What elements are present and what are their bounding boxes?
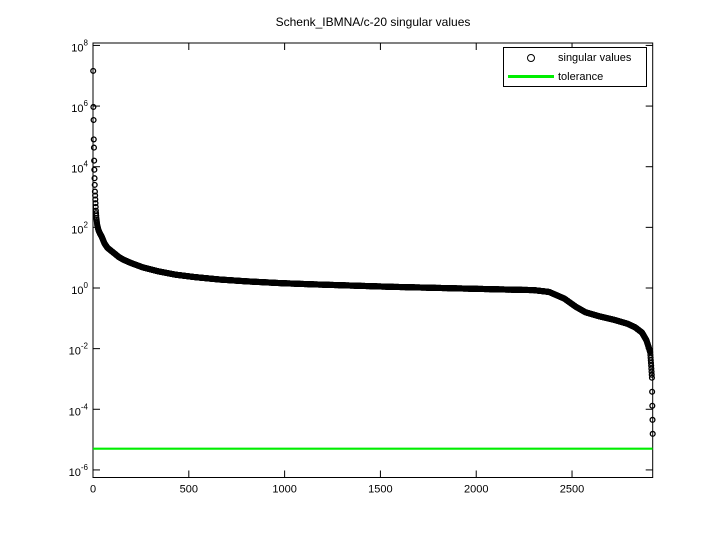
- legend-entry-singular-values: singular values: [504, 48, 646, 67]
- x-tick-label: 1500: [368, 484, 392, 496]
- y-tick-label: 10-2: [69, 342, 89, 358]
- x-axis: 0 500 1000 1500 2000 2500: [90, 43, 584, 496]
- y-tick-label: 108: [71, 38, 88, 54]
- x-tick-label: 2000: [464, 484, 488, 496]
- legend-entry-tolerance: tolerance: [504, 67, 646, 86]
- x-tick-label: 500: [180, 484, 198, 496]
- y-tick-label: 102: [71, 220, 88, 236]
- y-tick-label: 100: [71, 281, 88, 297]
- tolerance-line-icon: [508, 75, 554, 78]
- y-tick-label: 10-4: [69, 402, 89, 418]
- x-tick-label: 1000: [272, 484, 296, 496]
- y-tick-label: 104: [71, 160, 88, 176]
- y-tick-label: 106: [71, 99, 88, 115]
- x-tick-label: 2500: [560, 484, 584, 496]
- legend: singular values tolerance: [503, 47, 647, 87]
- legend-swatch: [504, 53, 558, 62]
- y-axis: 108 106 104 102 100 10-2 10-4 10-6: [69, 38, 653, 479]
- singular-values-series: [90, 67, 656, 437]
- chart-title: Schenk_IBMNA/c-20 singular values: [275, 15, 471, 29]
- x-tick-label: 0: [90, 484, 96, 496]
- legend-label-tolerance: tolerance: [558, 70, 604, 83]
- axes-box: [92, 42, 654, 478]
- legend-label-singular-values: singular values: [558, 51, 632, 64]
- legend-swatch: [504, 75, 558, 78]
- y-tick-label: 10-6: [69, 463, 89, 479]
- singular-values-marker-icon: [527, 53, 535, 62]
